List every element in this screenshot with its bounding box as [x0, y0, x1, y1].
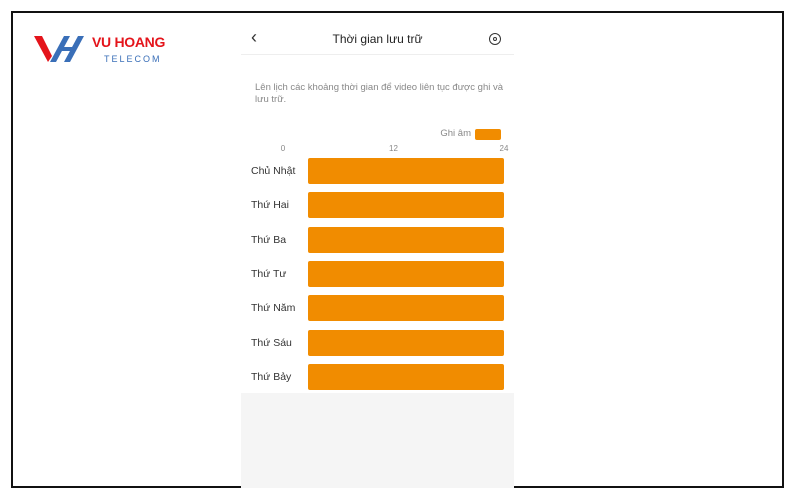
logo-sub: TELECOM — [104, 54, 162, 64]
day-row[interactable]: Thứ Bảy — [241, 363, 514, 390]
logo-name: VU HOANG — [92, 34, 166, 50]
day-label: Thứ Ba — [251, 233, 287, 246]
day-label: Thứ Tư — [251, 267, 287, 280]
recording-bar[interactable] — [308, 363, 504, 390]
header: ‹ Thời gian lưu trữ — [241, 20, 514, 55]
x-tick-label: 24 — [499, 144, 509, 153]
day-row[interactable]: Thứ Tư — [241, 260, 514, 287]
legend-label: Ghi âm — [440, 128, 471, 139]
phone-screen: ‹ Thời gian lưu trữ Lên lịch các khoảng … — [241, 20, 514, 488]
page-title: Thời gian lưu trữ — [332, 32, 423, 46]
day-label: Thứ Bảy — [251, 370, 292, 383]
x-tick-label: 12 — [389, 144, 398, 153]
legend-swatch — [475, 128, 501, 140]
day-row[interactable]: Thứ Sáu — [241, 329, 514, 356]
day-label: Thứ Năm — [251, 302, 296, 315]
recording-bar[interactable] — [308, 260, 504, 287]
recording-bar[interactable] — [308, 226, 504, 253]
day-row[interactable]: Thứ Ba — [241, 226, 514, 253]
day-row[interactable]: Thứ Năm — [241, 295, 514, 322]
recording-bar[interactable] — [308, 158, 504, 184]
recording-bar[interactable] — [308, 192, 504, 219]
recording-bar[interactable] — [308, 329, 504, 356]
day-label: Thứ Sáu — [251, 336, 292, 349]
logo-mark-icon — [34, 36, 84, 62]
description: Lên lịch các khoảng thời gian để video l… — [255, 82, 504, 105]
day-row[interactable]: Thứ Hai — [241, 192, 514, 219]
x-tick-label: 0 — [280, 144, 286, 153]
vu-hoang-logo: VU HOANG TELECOM — [34, 32, 166, 70]
legend: Ghi âm — [440, 128, 501, 140]
day-label: Chủ Nhật — [251, 165, 296, 177]
gear-icon[interactable] — [489, 33, 501, 45]
chevron-left-icon[interactable]: ‹ — [251, 27, 257, 47]
recording-bar[interactable] — [308, 295, 504, 322]
day-row[interactable]: Chủ Nhật — [241, 158, 514, 184]
day-label: Thứ Hai — [251, 199, 289, 212]
